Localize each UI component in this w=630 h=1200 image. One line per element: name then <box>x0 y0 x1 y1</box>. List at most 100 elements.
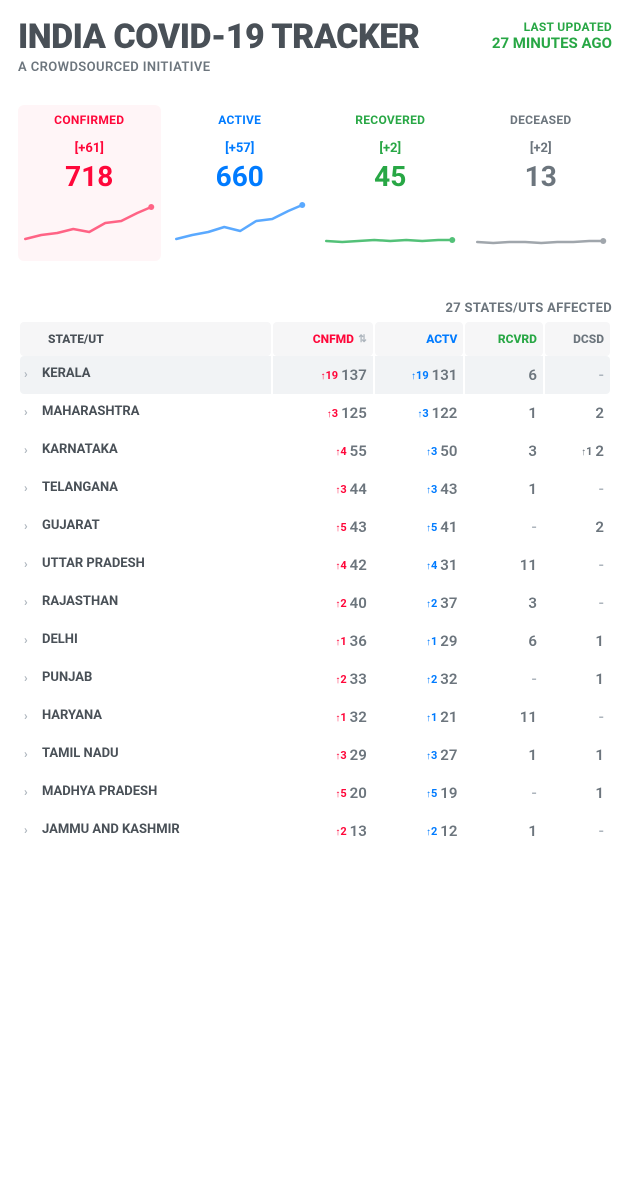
cell-value: 1 <box>528 746 537 764</box>
col-header-confirmed[interactable]: CNFMD ⇅ <box>273 322 373 356</box>
cell-value: 1 <box>595 784 604 802</box>
table-row[interactable]: ›RAJASTHAN↑240↑2373- <box>20 584 610 622</box>
confirmed-cell: ↑132 <box>273 698 373 736</box>
state-cell[interactable]: ›PUNJAB <box>20 660 271 698</box>
cell-value: 6 <box>528 632 537 650</box>
cell-value: 29 <box>350 746 367 764</box>
delta-badge: ↑2 <box>426 597 437 610</box>
chevron-right-icon[interactable]: › <box>24 596 28 610</box>
chevron-right-icon[interactable]: › <box>24 634 28 648</box>
state-name: TAMIL NADU <box>42 746 119 761</box>
chevron-right-icon[interactable]: › <box>24 786 28 800</box>
state-name: GUJARAT <box>42 518 100 533</box>
delta-badge: ↑3 <box>335 483 346 496</box>
chevron-right-icon[interactable]: › <box>24 368 28 382</box>
cell-value: - <box>531 784 537 802</box>
stat-delta: [+57] <box>171 141 310 156</box>
table-row[interactable]: ›GUJARAT↑543↑541-2 <box>20 508 610 546</box>
chevron-right-icon[interactable]: › <box>24 406 28 420</box>
confirmed-cell: ↑329 <box>273 736 373 774</box>
chevron-right-icon[interactable]: › <box>24 748 28 762</box>
cell-value: 131 <box>432 366 458 384</box>
cell-value: 125 <box>341 404 367 422</box>
cell-value: - <box>531 670 537 688</box>
cell-value: 33 <box>350 670 367 688</box>
chevron-right-icon[interactable]: › <box>24 710 28 724</box>
chevron-right-icon[interactable]: › <box>24 520 28 534</box>
stat-card-recovered[interactable]: RECOVERED [+2] 45 <box>319 105 462 261</box>
table-row[interactable]: ›UTTAR PRADESH↑442↑43111- <box>20 546 610 584</box>
stat-card-active[interactable]: ACTIVE [+57] 660 <box>169 105 312 261</box>
stat-card-confirmed[interactable]: CONFIRMED [+61] 718 <box>18 105 161 261</box>
confirmed-cell: ↑233 <box>273 660 373 698</box>
col-header-active[interactable]: ACTV <box>375 322 464 356</box>
cell-value: 29 <box>440 632 457 650</box>
last-updated: LAST UPDATED 27 MINUTES AGO <box>492 20 612 52</box>
delta-badge: ↑3 <box>426 483 437 496</box>
chevron-right-icon[interactable]: › <box>24 558 28 572</box>
chevron-right-icon[interactable]: › <box>24 482 28 496</box>
confirmed-cell: ↑136 <box>273 622 373 660</box>
table-row[interactable]: ›PUNJAB↑233↑232-1 <box>20 660 610 698</box>
state-name: UTTAR PRADESH <box>42 556 145 571</box>
state-cell[interactable]: › UTTAR PRADESH <box>20 546 271 584</box>
recovered-cell: 1 <box>465 470 543 508</box>
state-cell[interactable]: ›KERALA <box>20 356 271 394</box>
table-row[interactable]: ›MADHYA PRADESH↑520↑519-1 <box>20 774 610 812</box>
active-cell: ↑121 <box>375 698 464 736</box>
state-cell[interactable]: › GUJARAT <box>20 508 271 546</box>
table-row[interactable]: ›MAHARASHTRA↑3125↑312212 <box>20 394 610 432</box>
deceased-cell: 1 <box>545 622 610 660</box>
state-cell[interactable]: ›TELANGANA <box>20 470 271 508</box>
active-cell: ↑431 <box>375 546 464 584</box>
last-updated-label: LAST UPDATED <box>492 20 612 34</box>
table-row[interactable]: ›JAMMU AND KASHMIR↑213↑2121- <box>20 812 610 850</box>
state-cell[interactable]: › RAJASTHAN <box>20 584 271 622</box>
state-cell[interactable]: ›HARYANA <box>20 698 271 736</box>
confirmed-cell: ↑543 <box>273 508 373 546</box>
deceased-cell: - <box>545 470 610 508</box>
cell-value: 1 <box>595 632 604 650</box>
table-row[interactable]: ›HARYANA↑132↑12111- <box>20 698 610 736</box>
delta-badge: ↑5 <box>426 787 437 800</box>
chevron-right-icon[interactable]: › <box>24 824 28 838</box>
recovered-cell: 6 <box>465 356 543 394</box>
cell-value: 1 <box>528 480 537 498</box>
stat-value: 45 <box>321 160 460 193</box>
state-cell[interactable]: ›MADHYA PRADESH <box>20 774 271 812</box>
chevron-right-icon[interactable]: › <box>24 672 28 686</box>
col-header-deceased[interactable]: DCSD <box>545 322 610 356</box>
confirmed-cell: ↑442 <box>273 546 373 584</box>
recovered-cell: 11 <box>465 698 543 736</box>
state-cell[interactable]: ›JAMMU AND KASHMIR <box>20 812 271 850</box>
cell-value: 137 <box>341 366 367 384</box>
delta-badge: ↑1 <box>426 711 437 724</box>
active-cell: ↑237 <box>375 584 464 622</box>
state-cell[interactable]: ›DELHI <box>20 622 271 660</box>
active-cell: ↑129 <box>375 622 464 660</box>
recovered-cell: 1 <box>465 736 543 774</box>
stat-card-deceased[interactable]: DECEASED [+2] 13 <box>470 105 613 261</box>
state-cell[interactable]: ›KARNATAKA <box>20 432 271 470</box>
stat-value: 13 <box>472 160 611 193</box>
delta-badge: ↑2 <box>426 825 437 838</box>
table-row[interactable]: ›KARNATAKA↑455↑3503↑12 <box>20 432 610 470</box>
deceased-cell: - <box>545 584 610 622</box>
sparkline-deceased <box>472 199 611 249</box>
state-name: RAJASTHAN <box>42 594 118 609</box>
table-row[interactable]: ›KERALA↑19137↑191316- <box>20 356 610 394</box>
col-header-state[interactable]: STATE/UT <box>20 322 271 356</box>
table-row[interactable]: ›DELHI↑136↑129 6 1 <box>20 622 610 660</box>
deceased-cell: 1 <box>545 774 610 812</box>
delta-badge: ↑19 <box>320 369 338 382</box>
table-row[interactable]: ›TELANGANA↑344↑3431- <box>20 470 610 508</box>
cell-value: 31 <box>440 556 457 574</box>
table-row[interactable]: ›TAMIL NADU↑329↑32711 <box>20 736 610 774</box>
cell-value: 42 <box>350 556 367 574</box>
cell-value: - <box>598 366 604 384</box>
chevron-right-icon[interactable]: › <box>24 444 28 458</box>
cell-value: 11 <box>520 556 537 574</box>
state-cell[interactable]: ›MAHARASHTRA <box>20 394 271 432</box>
state-cell[interactable]: › TAMIL NADU <box>20 736 271 774</box>
col-header-recovered[interactable]: RCVRD <box>465 322 543 356</box>
